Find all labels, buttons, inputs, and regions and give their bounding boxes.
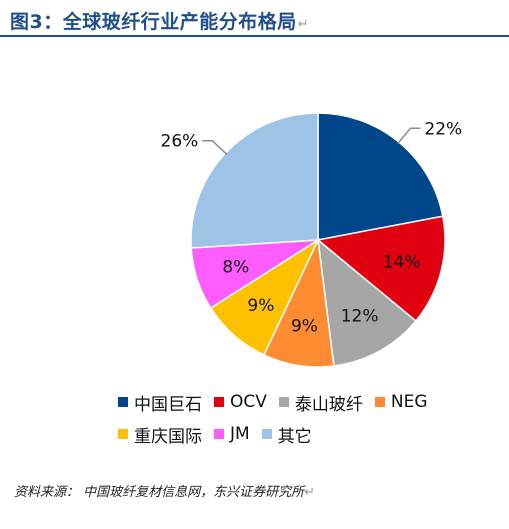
pie-slice-others <box>190 112 319 249</box>
legend-item-jushi: 中国巨石 <box>118 390 202 415</box>
pie-label-neg: 9% <box>291 316 318 336</box>
return-mark-icon: ↵ <box>304 485 316 500</box>
legend-label-jm: JM <box>230 424 250 444</box>
legend-swatch-cpic <box>118 429 128 439</box>
source-text: 资料来源： 中国玻纤复材信息网，东兴证券研究所 <box>14 485 305 500</box>
legend-swatch-ocv <box>214 397 224 407</box>
pie-label-jushi: 22% <box>424 119 462 139</box>
legend-swatch-taishan <box>278 397 289 407</box>
legend-row-1: 中国巨石 OCV 泰山玻纤 NEG <box>118 386 509 418</box>
leader-line-jushi <box>397 127 421 145</box>
legend-swatch-neg <box>374 397 385 407</box>
legend-label-others: 其它 <box>277 426 312 447</box>
legend-item-cpic: 重庆国际 <box>118 422 202 447</box>
legend-item-ocv: OCV <box>214 392 267 412</box>
legend: 中国巨石 OCV 泰山玻纤 NEG 重庆国际 JM 其它 <box>118 386 509 450</box>
legend-row-2: 重庆国际 JM 其它 <box>118 418 509 450</box>
pie-chart: 22% 14% 12% 9% 9% 8% 26% <box>161 112 462 368</box>
return-mark-icon: ↵ <box>297 17 310 32</box>
legend-item-jm: JM <box>214 424 250 444</box>
legend-swatch-jushi <box>118 397 128 407</box>
pie-label-taishan: 12% <box>341 307 379 327</box>
legend-label-ocv: OCV <box>230 392 267 412</box>
pie-label-jm: 8% <box>222 258 249 278</box>
pie-label-cpic: 9% <box>247 296 274 316</box>
pie-slice-ocv <box>316 215 446 323</box>
pie-label-ocv: 14% <box>383 252 421 272</box>
legend-label-cpic: 重庆国际 <box>134 426 202 447</box>
leader-line-others <box>202 139 228 155</box>
pie-label-others: 26% <box>161 132 199 152</box>
legend-swatch-jm <box>214 429 224 439</box>
pie-slice-taishan <box>317 238 417 367</box>
chart-title: 图3：全球玻纤行业产能分布格局↵ <box>10 7 309 34</box>
legend-item-taishan: 泰山玻纤 <box>278 390 363 415</box>
source-note: 资料来源： 中国玻纤复材信息网，东兴证券研究所↵ <box>14 481 315 500</box>
legend-item-neg: NEG <box>374 392 428 412</box>
legend-label-neg: NEG <box>390 392 428 412</box>
legend-label-jushi: 中国巨石 <box>134 394 202 415</box>
legend-swatch-others <box>261 429 272 439</box>
legend-item-others: 其它 <box>261 422 312 447</box>
title-divider <box>0 35 509 37</box>
legend-label-taishan: 泰山玻纤 <box>294 394 363 415</box>
chart-title-text: 图3：全球玻纤行业产能分布格局 <box>10 11 297 33</box>
